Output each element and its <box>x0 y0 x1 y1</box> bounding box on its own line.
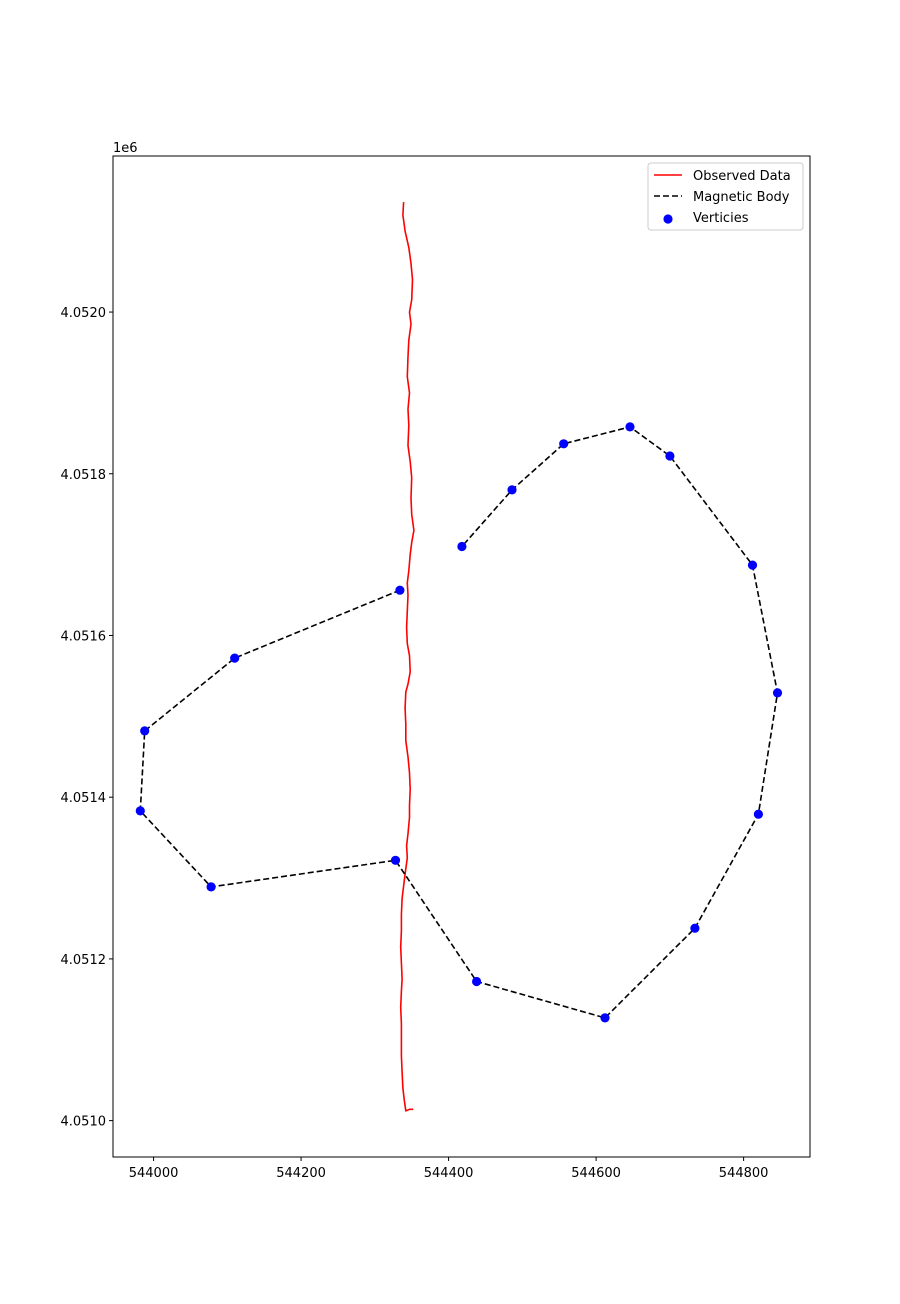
axes-frame <box>112 155 811 1158</box>
vertex-point-4 <box>135 806 145 816</box>
vertex-point-14 <box>625 422 635 432</box>
series-line-observed-data <box>399 202 415 1112</box>
vertex-point-6 <box>390 855 401 865</box>
legend-label-verticies: Verticies <box>693 211 749 226</box>
legend-swatch-verticies <box>663 214 673 224</box>
x-tick-label: 544200 <box>276 1166 326 1181</box>
y-tick-label: 4.0518 <box>61 468 107 483</box>
vertex-point-5 <box>206 882 216 892</box>
legend-label-observed-data: Observed Data <box>693 169 791 184</box>
y-tick-label: 4.0510 <box>61 1115 107 1130</box>
y-tick-label: 4.0512 <box>61 953 107 968</box>
y-tick-label: 4.0516 <box>61 629 107 644</box>
x-tick-label: 544000 <box>129 1166 179 1181</box>
vertex-point-15 <box>559 439 569 449</box>
vertex-point-10 <box>753 809 764 819</box>
vertex-point-16 <box>507 485 517 495</box>
x-tick-label: 544600 <box>571 1166 621 1181</box>
x-tick-label: 544400 <box>424 1166 474 1181</box>
vertex-point-7 <box>472 976 482 987</box>
legend-label-magnetic-body: Magnetic Body <box>693 190 790 205</box>
vertex-point-9 <box>690 923 700 933</box>
series-line-magnetic-body <box>139 426 779 1019</box>
vertex-point-13 <box>665 451 675 461</box>
legend-box <box>647 162 804 231</box>
vertex-point-12 <box>747 560 758 570</box>
y-tick-label: 4.0514 <box>61 791 107 806</box>
plot-area <box>135 202 783 1112</box>
vertex-point-3 <box>140 726 150 736</box>
vertex-point-2 <box>230 653 240 663</box>
y-offset-label: 1e6 <box>113 141 138 156</box>
vertex-point-1 <box>395 585 405 595</box>
vertex-point-11 <box>772 688 783 698</box>
axes: 544000 544200 544400 544600 544800 4.0510 4.05… <box>61 155 811 1181</box>
y-tick-label: 4.0520 <box>61 306 107 321</box>
vertex-point-17 <box>457 541 467 552</box>
legend: Observed Data Magnetic Body Verticies <box>647 162 804 231</box>
vertex-point-8 <box>600 1013 610 1023</box>
x-tick-label: 544800 <box>719 1166 769 1181</box>
